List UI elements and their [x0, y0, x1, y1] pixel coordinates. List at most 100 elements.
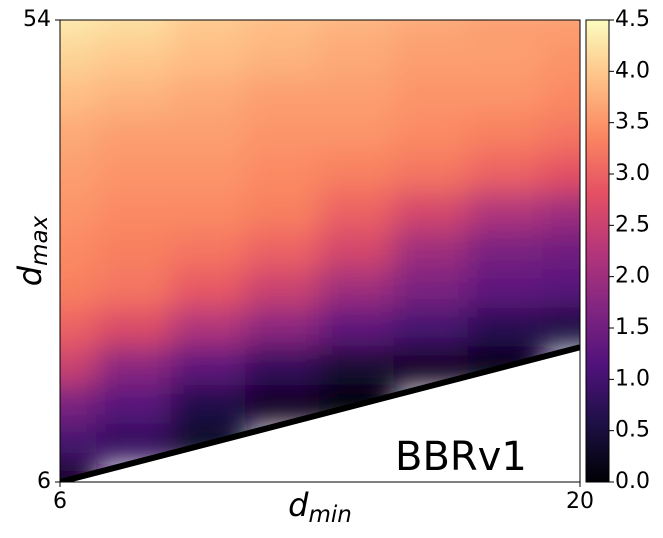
heatmap-cell: [96, 384, 173, 426]
heatmap-cell: [467, 115, 544, 156]
plot-frame: [59, 19, 581, 483]
heatmap-cell: [541, 230, 580, 272]
x-tick-label: 6: [53, 489, 67, 514]
heatmap-cell: [60, 269, 99, 310]
heatmap-cell: [244, 269, 321, 310]
heatmap-cell: [170, 20, 247, 41]
heatmap-cell: [170, 192, 247, 233]
heatmap-cell: [467, 20, 544, 41]
heatmap-cell: [244, 307, 321, 349]
heatmap-cell: [541, 38, 580, 79]
colorbar: [585, 19, 610, 483]
heatmap-cell: [319, 115, 396, 156]
annotation: BBRv1: [395, 434, 527, 480]
colorbar-tick-label: 0.0: [615, 469, 650, 494]
y-axis-label-main: d: [11, 265, 49, 286]
heatmap-cell: [60, 384, 99, 426]
heatmap-cell: [393, 115, 470, 156]
heatmap-cell: [60, 307, 99, 349]
heatmap-cell: [244, 230, 321, 272]
heatmap-cell: [96, 307, 173, 349]
heatmap-cell: [60, 20, 99, 41]
heatmap-cell: [541, 115, 580, 156]
heatmap-cell: [541, 192, 580, 233]
heatmap-cell: [60, 346, 99, 387]
colorbar-tick-label: 2.0: [615, 264, 650, 289]
heatmap-cell: [319, 230, 396, 272]
heatmap-cell: [541, 20, 580, 41]
heatmap-cell: [541, 153, 580, 195]
colorbar-tick-label: 3.5: [615, 110, 650, 135]
heatmap-cell: [467, 38, 544, 79]
heatmap-cell: [96, 192, 173, 233]
colorbar-tick-label: 0.5: [615, 418, 650, 443]
heatmap-cell: [319, 269, 396, 310]
heatmap-cell: [60, 423, 99, 464]
heatmap-cell: [60, 192, 99, 233]
y-axis-label: dmax: [11, 215, 53, 286]
heatmap-cell: [96, 269, 173, 310]
heatmap-cell: [96, 115, 173, 156]
x-axis-label: dmin: [288, 486, 352, 528]
heatmap-cell: [96, 38, 173, 79]
heatmap-cell: [170, 38, 247, 79]
heatmap-cell: [393, 20, 470, 41]
heatmap-cell: [319, 192, 396, 233]
heatmap-cell: [319, 307, 396, 349]
heatmap-cell: [244, 76, 321, 118]
heatmap-cell: [244, 153, 321, 195]
x-tick-label: 20: [566, 489, 594, 514]
heatmap-cell: [319, 153, 396, 195]
heatmap-cell: [244, 20, 321, 41]
heatmap-cell: [60, 38, 99, 79]
heatmap-cell: [96, 20, 173, 41]
heatmap-cell: [393, 76, 470, 118]
heatmap-cell: [96, 76, 173, 118]
heatmap-cell: [393, 269, 470, 310]
heatmap-cell: [170, 76, 247, 118]
heatmap-cell: [170, 384, 247, 426]
heatmap-cell: [170, 115, 247, 156]
heatmap-cells: [60, 20, 580, 482]
diagonal-edge: [60, 344, 580, 482]
heatmap-cell: [467, 230, 544, 272]
colorbar-tick-label: 4.0: [615, 58, 650, 83]
heatmap-cell: [467, 76, 544, 118]
colorbar-tick-label: 3.0: [615, 161, 650, 186]
heatmap-cell: [60, 153, 99, 195]
heatmap-cell: [467, 269, 544, 310]
heatmap-cell: [60, 76, 99, 118]
heatmap-cell: [393, 153, 470, 195]
y-tick-label: 54: [23, 7, 51, 32]
heatmap-cell: [170, 346, 247, 387]
heatmap-cell: [170, 307, 247, 349]
heatmap-cell: [319, 38, 396, 79]
y-tick-label: 6: [37, 469, 51, 494]
x-axis-label-main: d: [288, 486, 309, 524]
heatmap-cell: [170, 230, 247, 272]
heatmap-cell: [96, 153, 173, 195]
colorbar-tick-label: 1.5: [615, 315, 650, 340]
plot-area: [60, 20, 580, 482]
heatmap-cell: [319, 76, 396, 118]
heatmap-cell: [244, 38, 321, 79]
heatmap-cell: [467, 192, 544, 233]
heatmap-cell: [467, 307, 544, 349]
colorbar-tick-label: 1.0: [615, 366, 650, 391]
heatmap-cell: [541, 269, 580, 310]
heatmap-cell: [319, 346, 396, 387]
heatmap-cell: [541, 307, 580, 349]
heatmap-cell: [170, 269, 247, 310]
x-axis-label-sub: min: [308, 502, 351, 528]
heatmap-cell: [393, 38, 470, 79]
colorbar-tick-label: 4.5: [615, 7, 650, 32]
heatmap-cell: [244, 115, 321, 156]
heatmap-cell: [96, 230, 173, 272]
heatmap-cell: [60, 115, 99, 156]
heatmap-cell: [393, 307, 470, 349]
colorbar-tick-label: 2.5: [615, 212, 650, 237]
heatmap-cell: [541, 76, 580, 118]
heatmap-cell: [393, 192, 470, 233]
heatmap-cell: [244, 192, 321, 233]
